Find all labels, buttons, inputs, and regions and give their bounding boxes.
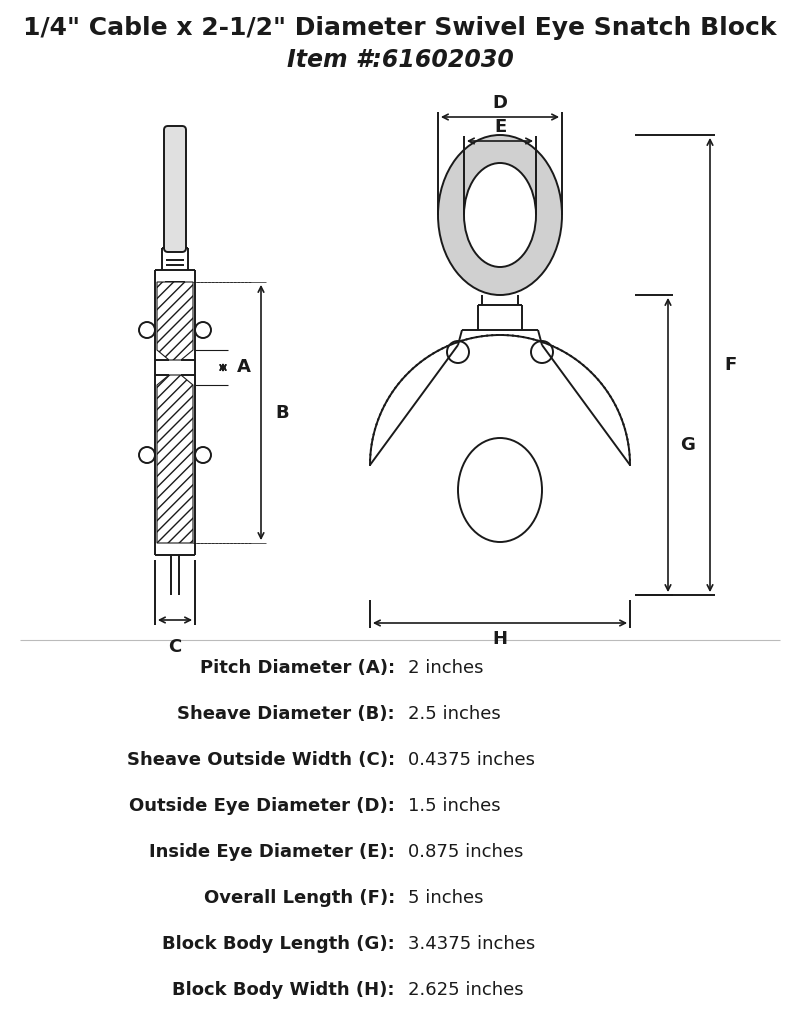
Text: A: A: [237, 358, 251, 377]
Text: 1/4" Cable x 2-1/2" Diameter Swivel Eye Snatch Block: 1/4" Cable x 2-1/2" Diameter Swivel Eye …: [23, 17, 777, 40]
Text: G: G: [680, 436, 695, 454]
Text: Sheave Diameter (B):: Sheave Diameter (B):: [178, 705, 395, 723]
Text: E: E: [494, 118, 506, 136]
Text: Block Body Width (H):: Block Body Width (H):: [173, 981, 395, 999]
Ellipse shape: [464, 163, 536, 267]
Text: B: B: [275, 404, 289, 421]
Text: 5 inches: 5 inches: [408, 889, 483, 907]
Polygon shape: [157, 282, 193, 360]
Text: H: H: [493, 630, 507, 648]
Text: 0.4375 inches: 0.4375 inches: [408, 751, 535, 769]
Text: Outside Eye Diameter (D):: Outside Eye Diameter (D):: [129, 797, 395, 815]
Text: F: F: [724, 356, 736, 374]
Text: 1.5 inches: 1.5 inches: [408, 797, 501, 815]
Bar: [166, 282, 184, 291]
Text: 2.5 inches: 2.5 inches: [408, 705, 501, 723]
Text: Item #:61602030: Item #:61602030: [286, 49, 514, 72]
Text: Overall Length (F):: Overall Length (F):: [204, 889, 395, 907]
Text: D: D: [493, 94, 507, 112]
Text: 2.625 inches: 2.625 inches: [408, 981, 524, 999]
Text: 2 inches: 2 inches: [408, 659, 483, 677]
Text: Block Body Length (G):: Block Body Length (G):: [162, 935, 395, 953]
Text: 0.875 inches: 0.875 inches: [408, 843, 523, 861]
Polygon shape: [157, 375, 193, 543]
Text: Inside Eye Diameter (E):: Inside Eye Diameter (E):: [149, 843, 395, 861]
Text: Pitch Diameter (A):: Pitch Diameter (A):: [200, 659, 395, 677]
Ellipse shape: [438, 135, 562, 295]
Text: C: C: [168, 638, 182, 656]
FancyBboxPatch shape: [164, 126, 186, 252]
Text: Sheave Outside Width (C):: Sheave Outside Width (C):: [127, 751, 395, 769]
Text: 3.4375 inches: 3.4375 inches: [408, 935, 535, 953]
